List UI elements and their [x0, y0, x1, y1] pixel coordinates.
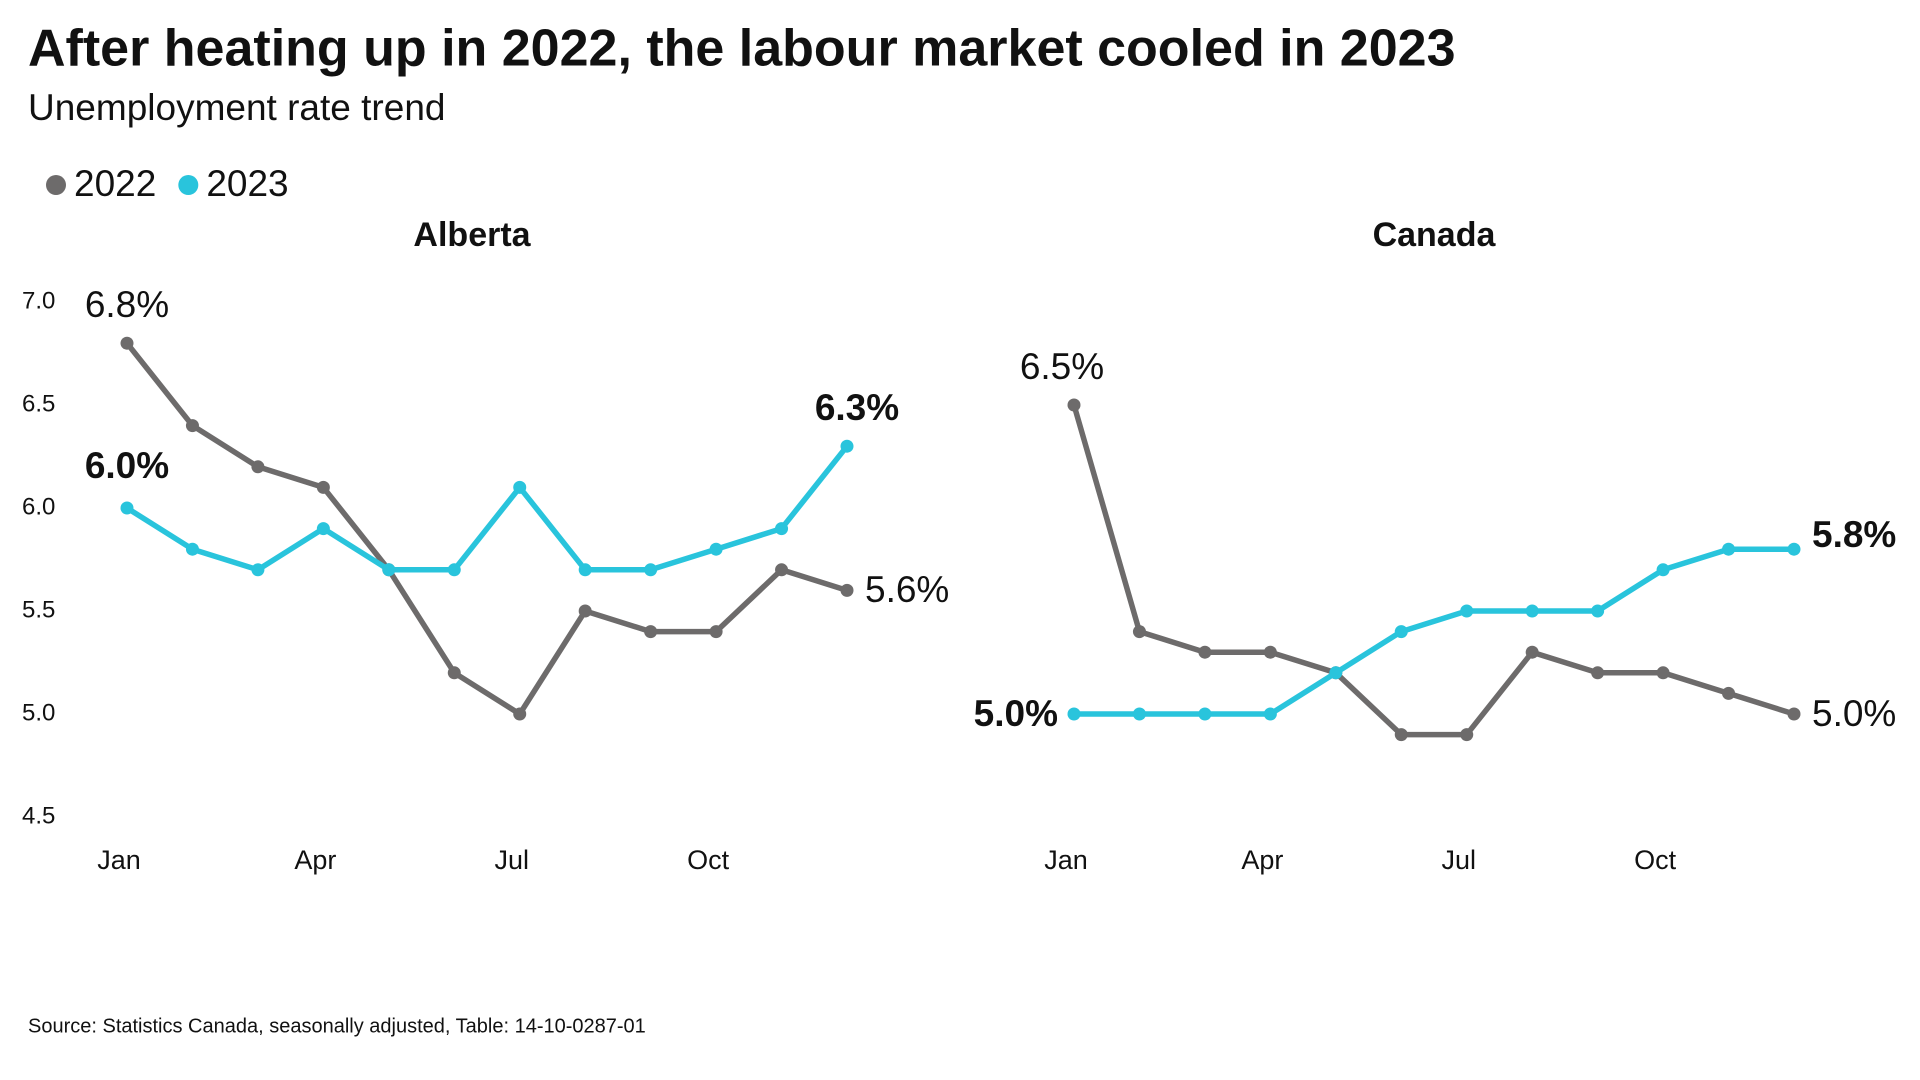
point [1198, 707, 1212, 721]
point [644, 563, 658, 577]
value-label: 5.8% [1812, 514, 1896, 555]
point [1722, 542, 1736, 556]
point [1525, 604, 1539, 618]
y-tick-label: 5.5 [22, 596, 55, 623]
point [1525, 645, 1539, 659]
point [1394, 728, 1408, 742]
point [1198, 645, 1212, 659]
point [251, 460, 265, 474]
y-tick-label: 6.0 [22, 493, 55, 520]
x-tick-label: Apr [294, 845, 336, 875]
point [644, 625, 658, 639]
point [578, 604, 592, 618]
line [1071, 404, 1795, 738]
point [1656, 666, 1670, 680]
point [1722, 686, 1736, 700]
point [840, 439, 854, 453]
value-label: 6.0% [85, 445, 169, 486]
legend-label: 2022 [74, 163, 156, 204]
point [382, 563, 396, 577]
value-label: 6.5% [1020, 346, 1104, 387]
point [316, 480, 330, 494]
point [775, 522, 789, 536]
point [513, 480, 527, 494]
point [1263, 645, 1277, 659]
value-label: 5.0% [1812, 693, 1896, 734]
chart-subtitle: Alberta [413, 216, 531, 254]
point [1460, 604, 1474, 618]
point [1132, 707, 1146, 721]
legend-marker [178, 175, 199, 195]
x-tick-label: Jul [494, 845, 529, 875]
line [124, 341, 848, 717]
value-label: 6.8% [85, 284, 169, 325]
point [1591, 604, 1605, 618]
point [840, 583, 854, 597]
point [1263, 707, 1277, 721]
x-tick-label: Jan [97, 845, 141, 875]
point [1329, 666, 1343, 680]
chart-subtitle: Canada [1373, 216, 1497, 254]
point [709, 542, 723, 556]
point [1067, 707, 1081, 721]
x-tick-label: Oct [687, 845, 730, 875]
source: Source: Statistics Canada, seasonally ad… [28, 1015, 646, 1037]
point [447, 563, 461, 577]
subtitle: Unemployment rate trend [28, 87, 445, 128]
legend-marker [46, 175, 66, 195]
point [709, 625, 723, 639]
value-label: 5.0% [974, 693, 1058, 734]
point [120, 336, 134, 350]
y-tick-label: 4.5 [22, 802, 55, 829]
x-tick-label: Apr [1241, 845, 1283, 875]
line [1074, 546, 1794, 717]
y-tick-label: 5.0 [22, 699, 55, 726]
point [251, 563, 265, 577]
point [1656, 563, 1670, 577]
point [1591, 666, 1605, 680]
line [125, 444, 850, 573]
point [316, 522, 330, 536]
legend-label: 2023 [206, 163, 288, 204]
point [513, 707, 527, 721]
point [578, 563, 592, 577]
point [185, 542, 199, 556]
y-tick-label: 7.0 [22, 287, 55, 314]
point [447, 666, 461, 680]
point [1394, 625, 1408, 639]
x-tick-label: Oct [1634, 845, 1677, 875]
point [1787, 707, 1801, 721]
point [185, 419, 199, 433]
x-tick-label: Jan [1044, 845, 1088, 875]
value-label: 6.3% [815, 387, 899, 428]
point [1460, 728, 1474, 742]
point [775, 563, 789, 577]
x-tick-label: Jul [1441, 845, 1476, 875]
value-label: 5.6% [865, 569, 949, 610]
point [1787, 542, 1801, 556]
point [1067, 398, 1081, 412]
y-tick-label: 6.5 [22, 390, 55, 417]
point [1132, 625, 1146, 639]
point [120, 501, 134, 515]
title: After heating up in 2022, the labour mar… [28, 20, 1456, 78]
